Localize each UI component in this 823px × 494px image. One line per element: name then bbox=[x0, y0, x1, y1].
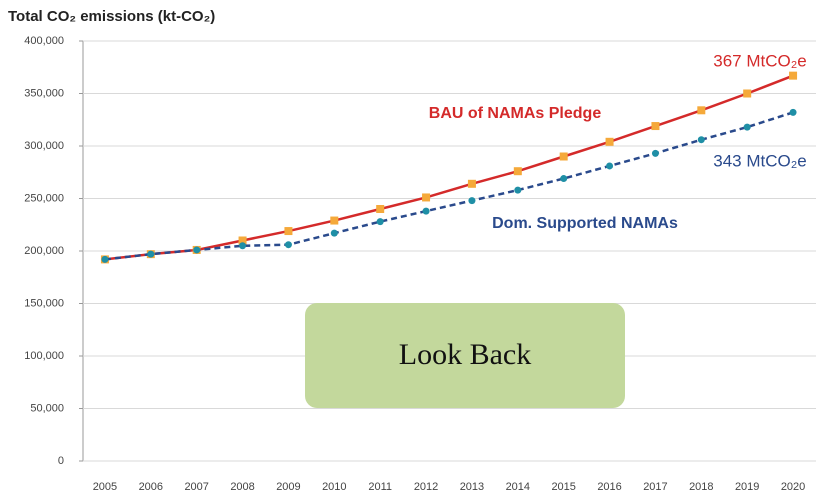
marker bbox=[697, 136, 705, 144]
marker bbox=[743, 89, 752, 98]
annotation: 367 MtCO₂e bbox=[713, 51, 807, 70]
y-tick-label: 200,000 bbox=[24, 245, 64, 257]
button-label: Look Back bbox=[399, 338, 531, 371]
x-tick-label: 2014 bbox=[506, 481, 530, 493]
marker bbox=[422, 207, 430, 215]
marker bbox=[101, 255, 109, 263]
y-tick-label: 0 bbox=[58, 455, 64, 467]
x-tick-label: 2018 bbox=[689, 481, 713, 493]
y-tick-label: 100,000 bbox=[24, 350, 64, 362]
y-tick-label: 400,000 bbox=[24, 35, 64, 47]
marker bbox=[376, 218, 384, 226]
x-tick-label: 2005 bbox=[93, 481, 117, 493]
marker bbox=[789, 71, 798, 80]
marker bbox=[514, 186, 522, 194]
y-tick-label: 150,000 bbox=[24, 297, 64, 309]
marker bbox=[605, 137, 614, 146]
marker bbox=[468, 197, 476, 205]
series-line bbox=[104, 111, 794, 261]
x-tick-label: 2019 bbox=[735, 481, 759, 493]
marker bbox=[789, 108, 797, 116]
x-tick-label: 2010 bbox=[322, 481, 346, 493]
x-tick-label: 2012 bbox=[414, 481, 438, 493]
x-tick-label: 2007 bbox=[184, 481, 208, 493]
marker bbox=[284, 227, 293, 236]
x-tick-label: 2020 bbox=[781, 481, 805, 493]
y-tick-label: 50,000 bbox=[30, 402, 64, 414]
x-tick-label: 2011 bbox=[368, 481, 392, 493]
marker bbox=[284, 241, 292, 249]
marker bbox=[467, 179, 476, 188]
marker bbox=[697, 106, 706, 115]
x-tick-label: 2016 bbox=[597, 481, 621, 493]
x-tick-label: 2013 bbox=[460, 481, 484, 493]
x-tick-label: 2008 bbox=[230, 481, 254, 493]
y-tick-label: 300,000 bbox=[24, 140, 64, 152]
marker bbox=[193, 246, 201, 254]
x-tick-label: 2015 bbox=[551, 481, 575, 493]
marker bbox=[743, 123, 751, 131]
legend-label: Dom. Supported NAMAs bbox=[492, 215, 678, 232]
marker bbox=[422, 193, 431, 202]
legend-label: BAU of NAMAs Pledge bbox=[429, 105, 602, 122]
marker bbox=[513, 167, 522, 176]
y-tick-label: 350,000 bbox=[24, 87, 64, 99]
marker bbox=[330, 229, 338, 237]
marker bbox=[606, 162, 614, 170]
button-background bbox=[305, 303, 625, 408]
marker bbox=[238, 236, 247, 245]
series-line bbox=[104, 74, 794, 261]
look-back-button[interactable]: Look Back bbox=[305, 303, 625, 408]
marker bbox=[147, 250, 155, 258]
marker bbox=[560, 175, 568, 183]
x-tick-label: 2006 bbox=[139, 481, 163, 493]
marker bbox=[651, 122, 660, 131]
y-tick-label: 250,000 bbox=[24, 192, 64, 204]
x-tick-label: 2017 bbox=[643, 481, 667, 493]
marker bbox=[239, 242, 247, 250]
marker bbox=[330, 216, 339, 225]
marker bbox=[376, 205, 385, 213]
marker bbox=[559, 152, 568, 161]
marker bbox=[651, 149, 659, 157]
chart-title: Total CO₂ emissions (kt-CO₂) bbox=[8, 8, 215, 25]
x-tick-label: 2009 bbox=[276, 481, 300, 493]
annotation: 343 MtCO₂e bbox=[713, 151, 807, 170]
